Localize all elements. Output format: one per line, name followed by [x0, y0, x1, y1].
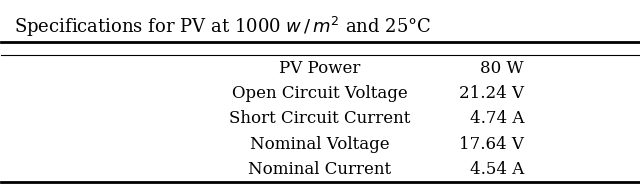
Text: 21.24 V: 21.24 V	[459, 85, 524, 102]
Text: Nominal Current: Nominal Current	[248, 161, 392, 178]
Text: Nominal Voltage: Nominal Voltage	[250, 136, 390, 153]
Text: 4.54 A: 4.54 A	[470, 161, 524, 178]
Text: Open Circuit Voltage: Open Circuit Voltage	[232, 85, 408, 102]
Text: Short Circuit Current: Short Circuit Current	[229, 110, 411, 127]
Text: Specifications for PV at 1000 $w\,/\,m^{2}$ and 25°C: Specifications for PV at 1000 $w\,/\,m^{…	[14, 14, 431, 39]
Text: 17.64 V: 17.64 V	[459, 136, 524, 153]
Text: 80 W: 80 W	[480, 60, 524, 77]
Text: PV Power: PV Power	[279, 60, 361, 77]
Text: 4.74 A: 4.74 A	[470, 110, 524, 127]
